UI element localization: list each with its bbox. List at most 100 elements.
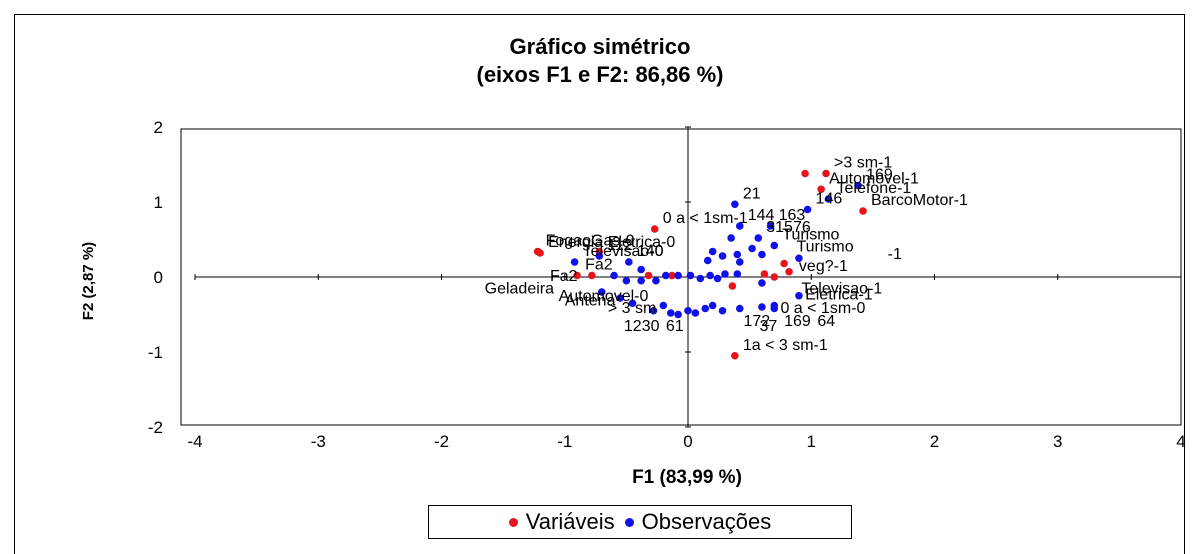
observacao-point xyxy=(595,252,604,260)
variavel-point xyxy=(801,169,809,178)
point-label: 169 xyxy=(866,167,893,184)
observacao-point xyxy=(824,195,833,203)
scatter-chart: Gráfico simétrico (eixos F1 e F2: 86,86 … xyxy=(80,34,1186,488)
x-tick-label: -3 xyxy=(311,432,326,451)
point-label: 21 xyxy=(743,185,761,202)
observacao-point xyxy=(674,271,682,280)
observacao-point xyxy=(748,244,756,253)
observacao-point xyxy=(616,294,625,302)
point-label: 1a < 3 sm-1 xyxy=(743,337,828,354)
annotation-label: Automovel-0 xyxy=(559,288,649,305)
chart-legend: Variáveis Observações xyxy=(428,505,852,539)
annotation-label: 1230 xyxy=(624,318,660,335)
variavel-point xyxy=(785,267,793,276)
observacao-point xyxy=(795,291,803,300)
chart-frame: Gráfico simétrico (eixos F1 e F2: 86,86 … xyxy=(14,14,1186,554)
annotation-label: Turismo xyxy=(796,239,853,256)
legend-label-observacoes: Observações xyxy=(641,509,772,534)
point-label: 140 xyxy=(637,243,664,260)
y-axis-title: F2 (2,87 %) xyxy=(80,242,97,320)
observacao-point xyxy=(713,274,722,283)
observacao-point xyxy=(684,306,692,315)
variavel-point xyxy=(536,249,544,257)
y-tick-label: -1 xyxy=(148,343,163,362)
annotation-label: 37 xyxy=(759,318,777,335)
x-tick-label: -4 xyxy=(187,432,202,451)
point-label: 112 xyxy=(607,237,633,254)
annotation-label: Eletrica-1 xyxy=(805,287,873,304)
annotation-label: 61 xyxy=(666,318,684,335)
observacao-point xyxy=(733,250,742,259)
axes: -4 -3 -2 -1 0 1 2 3 4 -2 -1 0 1 2 xyxy=(148,118,1186,451)
x-tick-label: 3 xyxy=(1053,432,1062,451)
observacao-point xyxy=(766,222,775,230)
point-label: Turismo xyxy=(782,227,839,244)
observacao-point xyxy=(735,304,744,313)
observacao-point xyxy=(803,205,812,214)
variavel-point xyxy=(822,169,830,178)
observacao-point xyxy=(718,306,727,315)
observacao-point xyxy=(731,200,739,209)
point-label: BarcoMotor-1 xyxy=(871,192,968,209)
chart-title: Gráfico simétrico xyxy=(510,34,691,59)
observacao-point xyxy=(652,276,660,285)
point-label: >3 sm-1 xyxy=(834,155,892,172)
annotation-label: veg?-1 xyxy=(799,258,848,275)
observacao-point xyxy=(727,234,735,242)
point-label: Fa2 xyxy=(585,257,613,274)
observacao-point xyxy=(686,271,695,280)
point-label: Televisao-0 xyxy=(583,243,664,260)
observacao-point xyxy=(674,310,682,319)
annotation-label: > 3 sm xyxy=(608,300,656,317)
observacao-point xyxy=(721,270,729,278)
observacao-point xyxy=(758,279,766,287)
x-tick-label: 0 xyxy=(683,432,692,451)
observacao-point xyxy=(758,250,766,259)
x-tick-label: -1 xyxy=(557,432,572,451)
observacao-point xyxy=(754,234,763,242)
observacao-point xyxy=(795,254,803,263)
observacao-point xyxy=(666,309,675,317)
observacao-point xyxy=(649,306,658,315)
x-tick-label: 1 xyxy=(807,432,816,451)
annotation-label: 64 xyxy=(817,313,835,330)
variavel-point xyxy=(731,351,739,360)
x-axis-title: F1 (83,99 %) xyxy=(632,467,742,488)
observacao-point xyxy=(637,265,645,274)
observacao-point xyxy=(570,258,579,266)
x-tick-label: 4 xyxy=(1176,432,1185,451)
observacao-point xyxy=(733,270,742,278)
observacao-point xyxy=(696,274,705,283)
observacao-point xyxy=(708,301,717,310)
variavel-point xyxy=(780,259,788,268)
observacao-point xyxy=(659,301,668,310)
y-tick-label: 2 xyxy=(154,118,163,137)
observacao-point xyxy=(610,271,618,280)
observacao-point xyxy=(735,258,744,266)
observacao-point xyxy=(718,252,727,260)
variavel-point xyxy=(668,271,676,280)
annotation-label: 0 a < 1sm-0 xyxy=(780,300,865,317)
variavel-point xyxy=(650,225,659,233)
point-label: 0 a < 1sm-1 xyxy=(663,210,748,227)
annotation-label: Geladeira xyxy=(485,281,554,298)
observacao-point xyxy=(637,276,645,285)
variavel-point xyxy=(760,270,769,278)
annotation-label: 172 xyxy=(743,313,770,330)
observacao-point xyxy=(735,222,744,230)
variavel-point xyxy=(573,271,581,280)
observacao-point xyxy=(597,288,606,296)
observacao-point xyxy=(854,181,862,190)
annotation-label: -1 xyxy=(888,246,902,263)
point-label: Automovel-1 xyxy=(829,170,919,187)
x-tick-label: 2 xyxy=(930,432,939,451)
y-tick-label: -2 xyxy=(148,418,163,437)
annotation-label: 169 xyxy=(784,313,811,330)
point-label: FogaoGas-0 xyxy=(546,233,635,250)
variavel-point xyxy=(817,185,825,194)
point-label: 144 xyxy=(748,207,775,224)
y-tick-label: 0 xyxy=(154,268,163,287)
variavel-point xyxy=(588,271,596,280)
legend-label-variaveis: Variáveis xyxy=(525,509,615,534)
